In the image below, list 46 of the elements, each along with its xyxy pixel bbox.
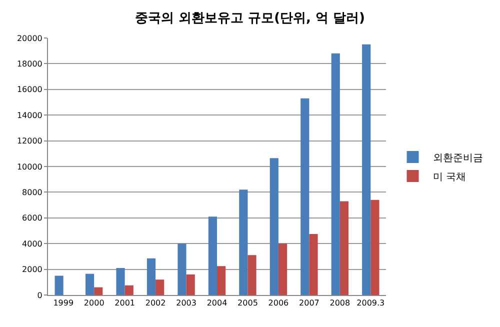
x-tick-label: 2009.3 [356,298,385,308]
legend-label: 미 국채 [432,172,466,183]
x-tick-label: 2003 [176,298,196,308]
bar [278,244,288,295]
bar [178,244,186,295]
x-tick-label: 2001 [114,298,135,308]
bar [54,276,64,295]
y-tick-label: 20000 [16,34,42,43]
bar [362,44,371,295]
y-tick-label: 14000 [16,110,42,120]
bar [85,274,94,295]
x-tick-label: 2007 [299,298,320,308]
bar [270,158,278,295]
bar [340,201,349,295]
bar [331,53,340,295]
bar [300,98,310,295]
legend-label: 외환준비금 [432,152,483,164]
bar [146,258,156,295]
bar [186,274,195,295]
y-tick-label: 18000 [16,60,42,68]
x-tick-label: 2006 [268,298,289,308]
x-tick-label: 2000 [84,298,104,308]
bar [124,285,134,295]
bar [217,266,226,295]
bar [248,255,256,295]
bar [239,190,248,295]
y-tick-label: 0 [37,290,42,300]
bar [94,287,103,295]
x-tick-label: 1999 [53,298,74,308]
y-tick-label: 10000 [16,162,42,172]
bar [309,234,318,295]
y-tick-label: 6000 [22,214,42,223]
bar [370,200,380,295]
bar [116,268,125,295]
bar [208,216,217,295]
x-tick-label: 2004 [206,298,228,308]
bar [156,280,164,295]
chart-title: 중국의 외환보유고 규모(단위, 억 달러) [135,11,365,26]
y-tick-label: 8000 [22,188,42,197]
y-tick-label: 16000 [16,85,42,94]
x-tick-label: 2005 [238,298,258,308]
y-tick-label: 2000 [22,265,42,274]
y-tick-label: 12000 [16,136,42,146]
x-tick-label: 2008 [330,298,350,308]
y-tick-label: 4000 [22,239,42,248]
x-tick-label: 2002 [145,298,166,308]
